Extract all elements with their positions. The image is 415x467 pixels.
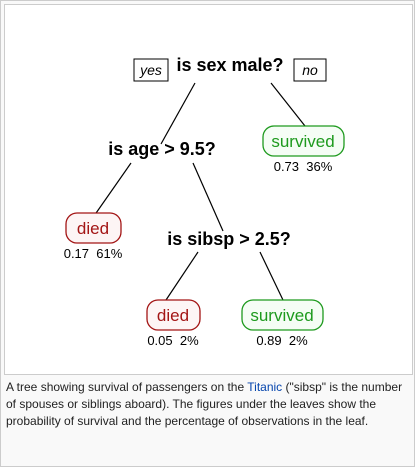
leaf-old-male-label: died	[77, 219, 109, 238]
titanic-link[interactable]: Titanic	[247, 380, 282, 394]
edge-root-female	[271, 83, 305, 126]
decision-tree-diagram: is sex male? yes no is age > 9.5? is sib…	[5, 5, 412, 374]
edge-age-oldmale	[94, 163, 131, 216]
sibsp-question: is sibsp > 2.5?	[167, 229, 291, 249]
no-label: no	[302, 62, 318, 78]
leaf-many-sibs-label: died	[157, 306, 189, 325]
tree-edges	[94, 83, 305, 300]
edge-age-sibsp	[193, 163, 223, 231]
leaf-old-male-stats: 0.17 61%	[64, 246, 123, 261]
leaf-few-sibs-stats: 0.89 2%	[256, 333, 308, 348]
caption-text-before: A tree showing survival of passengers on…	[6, 380, 247, 394]
age-question: is age > 9.5?	[108, 139, 216, 159]
leaf-many-sibs-stats: 0.05 2%	[147, 333, 199, 348]
leaf-few-sibs-label: survived	[250, 306, 313, 325]
edge-sibsp-survived	[260, 252, 283, 300]
edge-sibsp-died	[166, 252, 198, 300]
yes-label: yes	[139, 62, 162, 78]
decision-tree-figure: is sex male? yes no is age > 9.5? is sib…	[4, 4, 413, 375]
root-question: is sex male?	[176, 55, 283, 75]
leaf-female-label: survived	[271, 132, 334, 151]
edge-root-age	[161, 83, 195, 144]
leaf-female-stats: 0.73 36%	[274, 159, 333, 174]
figure-caption: A tree showing survival of passengers on…	[6, 379, 408, 430]
